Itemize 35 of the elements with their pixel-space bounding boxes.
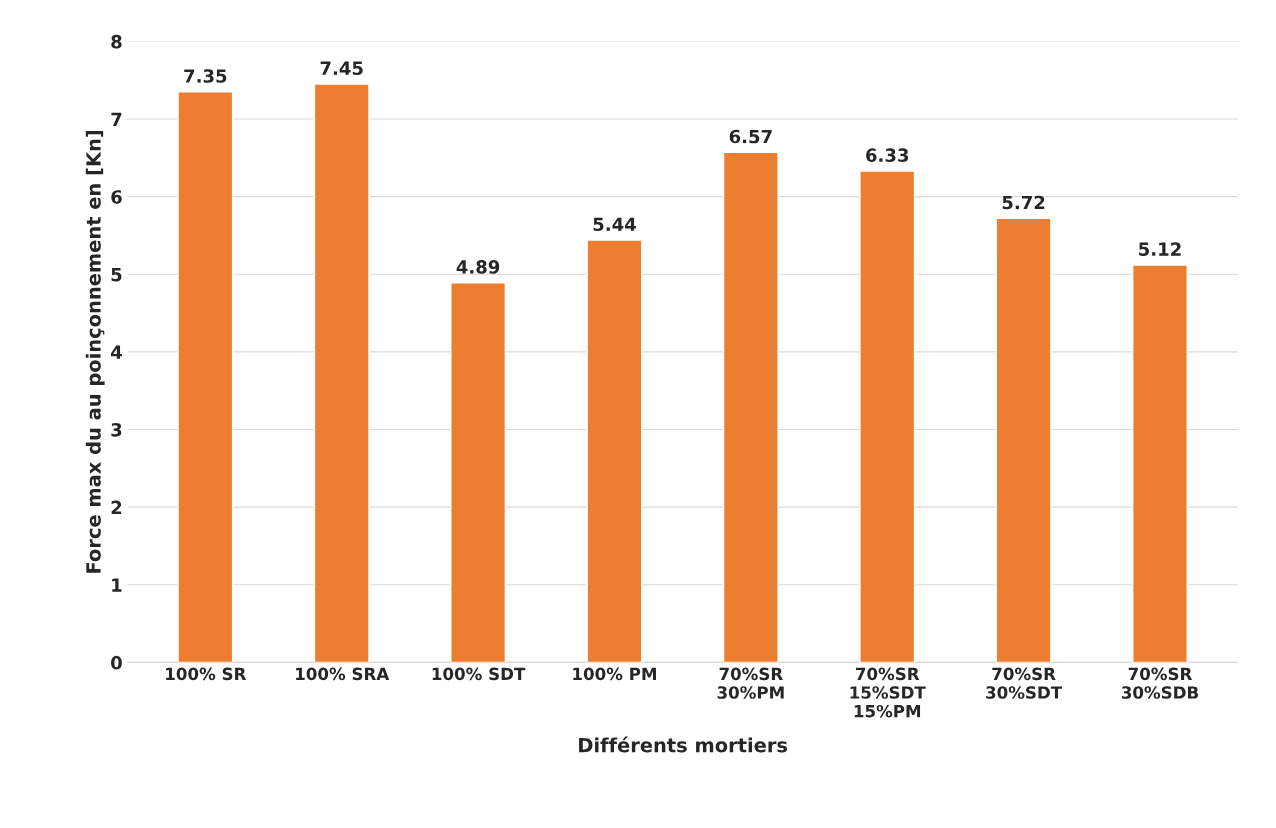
x-tick-label: 70%SR 30%SDB [1121,667,1199,699]
y-axis-title: Force max du au poinçonnement en [Kn] [85,130,105,573]
data-label: 7.45 [320,61,363,76]
data-label: 6.57 [729,129,772,144]
data-label: 6.33 [866,148,909,162]
y-tick-label: 7 [111,112,122,126]
x-tick-label: 70%SR 15%SDT 15%PM [850,667,926,718]
bar [1132,264,1188,663]
x-tick-label: 100% SR [166,667,247,681]
bar [177,91,234,663]
x-tick-label: 70%SR 30%SDT [986,667,1063,699]
y-tick-label: 5 [111,267,122,282]
data-label: 5.12 [1139,242,1181,256]
x-tick-label: 100% SDT [432,667,526,681]
data-label: 4.89 [456,260,500,274]
y-tick-label: 1 [112,578,122,592]
y-tick-label: 3 [111,422,122,437]
data-label: 5.72 [1002,195,1045,210]
bar [313,83,370,663]
y-tick-label: 6 [111,190,122,204]
y-tick-label: 4 [110,345,122,359]
x-tick-label: 70%SR 30%PM [717,667,784,699]
data-label: 7.35 [184,69,227,83]
x-tick-label: 100% PM [573,667,656,681]
y-tick-label: 8 [111,34,122,49]
x-tick-label: 100% SRA [296,667,390,681]
data-label: 5.44 [593,217,636,232]
bar [722,151,779,663]
bar [450,282,507,663]
y-tick-label: 2 [111,500,122,515]
y-tick-label: 0 [111,655,122,670]
bar [586,239,643,663]
x-axis-title: Différents mortiers [579,736,788,753]
bar [859,170,916,663]
bar [995,217,1052,663]
